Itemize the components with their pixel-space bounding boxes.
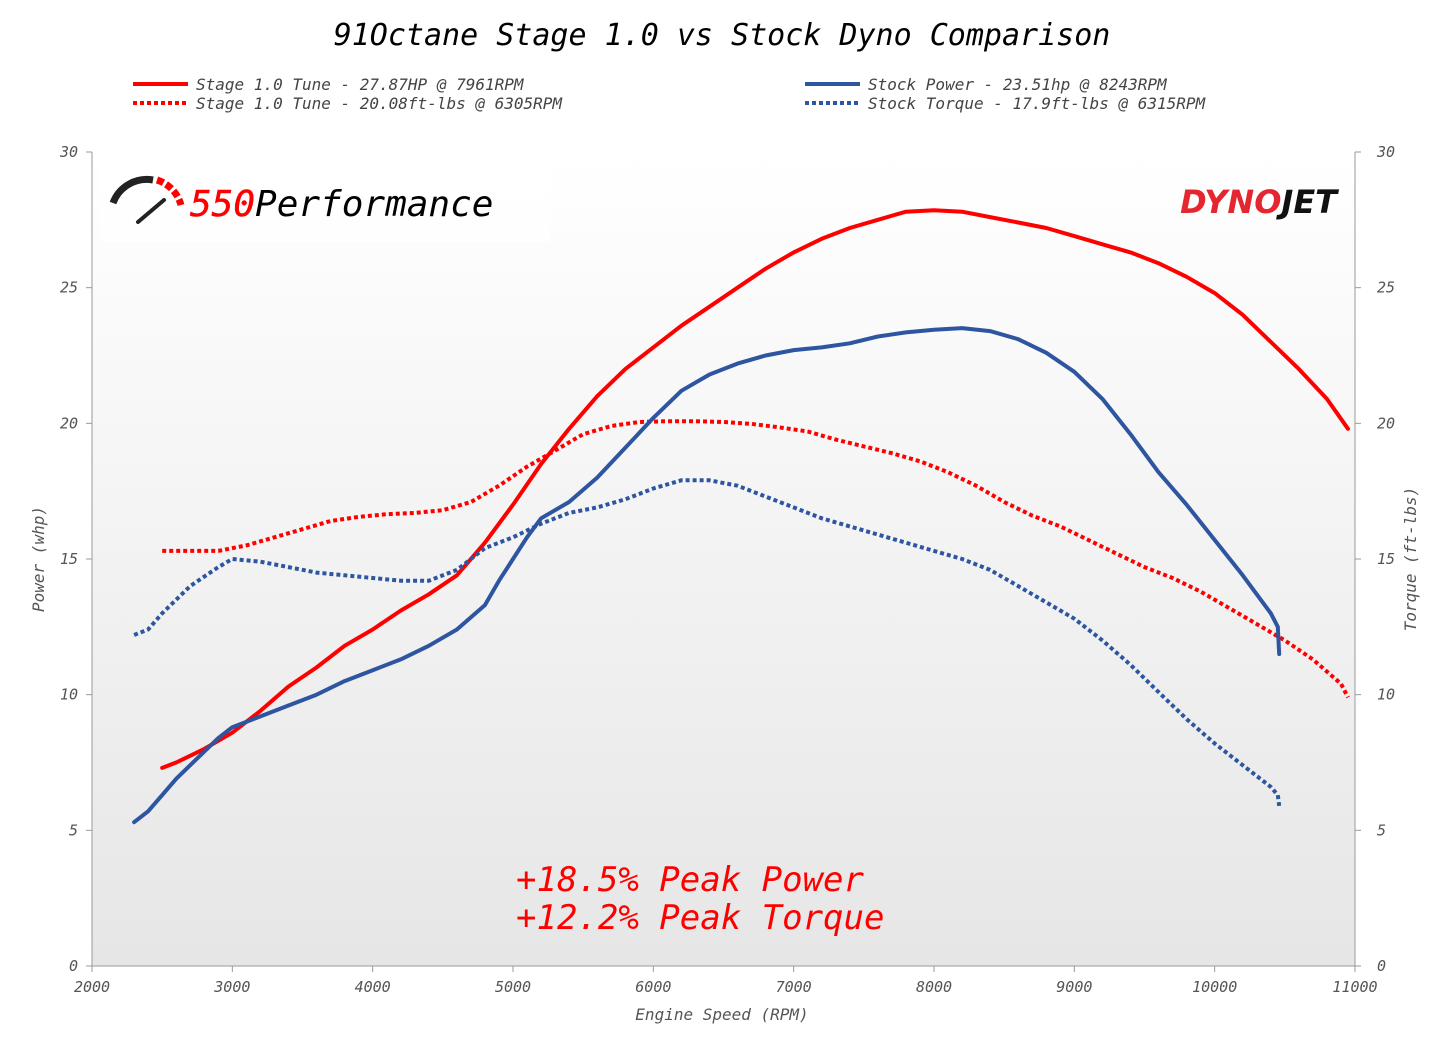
series-stock-power-line [132, 326, 1282, 825]
series-stock-torque-line [133, 478, 1282, 807]
svg-text:DYNOJET: DYNOJET [1180, 183, 1339, 221]
y-axis-right-title: Torque (ft-lbs) [1401, 487, 1420, 632]
legend-label-stage-torque: Stage 1.0 Tune - 20.08ft-lbs @ 6305RPM [196, 94, 563, 113]
y-left-tick-label: 15 [60, 550, 78, 568]
logo-550-number: 550 [190, 184, 255, 225]
logo-jet-part: JET [1275, 183, 1339, 221]
annotation-peak-torque: +12.2% Peak Torque [516, 898, 884, 938]
y-left-tick-label: 10 [60, 686, 78, 704]
plot-area [92, 152, 1355, 966]
y-left-tick-label: 5 [69, 821, 78, 839]
x-tick-label: 3000 [213, 978, 250, 996]
logo-dyno-part: DYNO [1180, 183, 1281, 221]
y-right-tick-label: 30 [1376, 143, 1395, 161]
y-right-tick-label: 10 [1377, 686, 1395, 704]
y-right-tick-label: 25 [1377, 279, 1395, 297]
series-stage-power-line [160, 208, 1350, 770]
legend-label-stock-power: Stock Power - 23.51hp @ 8243RPM [868, 75, 1168, 94]
x-tick-label: 9000 [1056, 978, 1092, 996]
chart-title: 91Octane Stage 1.0 vs Stock Dyno Compari… [334, 18, 1111, 53]
x-tick-label: 4000 [355, 978, 391, 996]
legend-label-stock-torque: Stock Torque - 17.9ft-lbs @ 6315RPM [868, 94, 1207, 113]
x-tick-label: 10000 [1192, 978, 1237, 996]
logo-dynojet: DYNOJET [1180, 183, 1339, 221]
logo-550-word: Performance [255, 184, 493, 225]
y-left-tick-label: 30 [59, 143, 78, 161]
logo-550performance: 550Performance [109, 175, 493, 225]
x-tick-label: 2000 [74, 978, 110, 996]
svg-text:550Performance: 550Performance [190, 184, 493, 225]
series-stage-torque-line [162, 419, 1350, 699]
annotation-peak-power: +18.5% Peak Power [516, 860, 865, 900]
x-tick-label: 6000 [635, 978, 671, 996]
y-left-tick-label: 25 [60, 279, 78, 297]
gauge-icon [109, 175, 185, 224]
y-right-tick-label: 0 [1377, 957, 1386, 975]
y-right-tick-label: 5 [1377, 821, 1386, 839]
x-tick-label: 7000 [776, 978, 812, 996]
axis-ticks: 2000 3000 4000 5000 6000 7000 8000 9000 10000 110… [59, 143, 1395, 996]
y-right-tick-label: 20 [1377, 414, 1395, 432]
logo-backdrop [100, 162, 550, 242]
legend-label-stage-power: Stage 1.0 Tune - 27.87HP @ 7961RPM [196, 75, 525, 94]
x-tick-label: 11000 [1332, 978, 1377, 996]
x-tick-label: 5000 [495, 978, 531, 996]
y-left-tick-label: 20 [60, 414, 78, 432]
y-axis-left-title: Power (whp) [29, 506, 48, 612]
y-left-tick-label: 0 [69, 957, 78, 975]
series-layer [132, 208, 1350, 825]
legend: Stage 1.0 Tune - 27.87HP @ 7961RPM Stage… [133, 75, 1207, 113]
x-axis-title: Engine Speed (RPM) [635, 1005, 808, 1024]
y-right-tick-label: 15 [1377, 550, 1395, 568]
x-tick-label: 8000 [916, 978, 952, 996]
